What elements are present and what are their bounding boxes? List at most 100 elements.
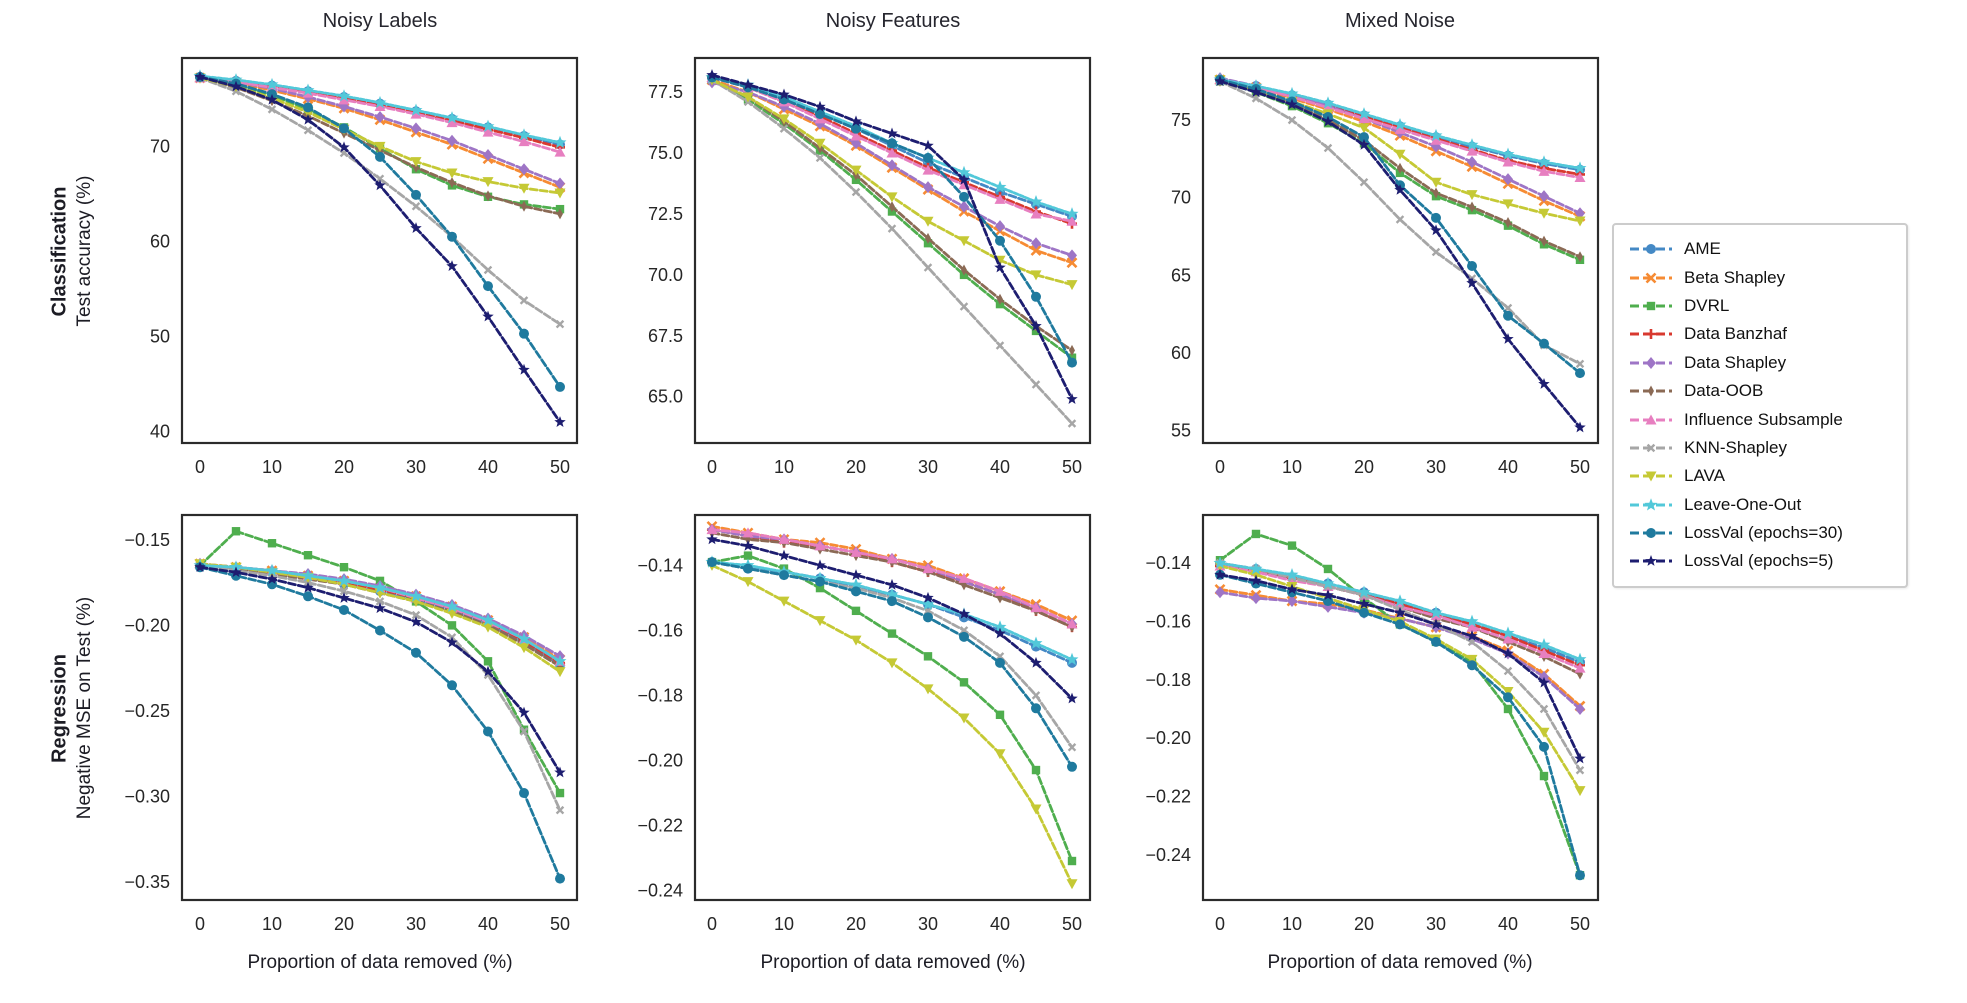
- x-tick-label: 50: [1062, 457, 1082, 477]
- series-marker: [707, 557, 717, 568]
- series-marker: [1539, 704, 1549, 714]
- series-marker: [849, 578, 863, 591]
- series-marker: [1466, 630, 1478, 641]
- y-tick-label: −0.14: [1145, 553, 1191, 573]
- series-marker: [778, 114, 790, 125]
- legend-item-lossval-epochs-30-: LossVal (epochs=30): [1628, 519, 1892, 547]
- series-marker: [1394, 183, 1406, 195]
- series-marker: [303, 591, 313, 602]
- series-marker: [1067, 419, 1077, 428]
- series-marker: [993, 620, 1007, 633]
- y-tick-label: 40: [150, 422, 170, 442]
- series-marker: [742, 539, 754, 551]
- series-marker: [1574, 786, 1586, 797]
- series-marker: [230, 80, 242, 92]
- series-marker: [1249, 562, 1263, 575]
- series-marker: [373, 580, 387, 594]
- series-marker: [1030, 656, 1042, 668]
- series-marker: [957, 165, 971, 179]
- series-marker: [923, 612, 933, 623]
- series-marker: [887, 629, 897, 638]
- series-marker: [742, 577, 754, 588]
- series-marker: [1574, 421, 1586, 433]
- series-marker: [555, 805, 565, 815]
- series-marker: [1541, 235, 1547, 247]
- series-marker: [1467, 156, 1477, 169]
- series-influence-subsample: [706, 524, 1078, 629]
- y-tick-label: 60: [150, 231, 170, 251]
- series-marker: [889, 201, 895, 213]
- series-marker: [1430, 134, 1442, 145]
- series-marker: [1394, 149, 1406, 160]
- legend-marker-circle-icon: [1630, 528, 1672, 539]
- series-marker: [1359, 607, 1369, 618]
- series-marker: [337, 574, 351, 587]
- series-marker: [994, 749, 1006, 760]
- series-marker: [993, 180, 1007, 193]
- x-tick-label: 40: [1498, 914, 1518, 934]
- series-marker: [482, 310, 494, 322]
- series-marker: [339, 586, 349, 596]
- series-marker: [995, 657, 1005, 668]
- y-tick-label: 50: [150, 327, 170, 347]
- series-marker: [1538, 208, 1550, 219]
- y-tick-label: 72.5: [648, 204, 683, 224]
- series-leave-one-out: [1213, 556, 1587, 665]
- series-marker: [1429, 128, 1443, 142]
- series-marker: [1539, 741, 1549, 752]
- x-tick-label: 40: [478, 457, 498, 477]
- series-marker: [1646, 356, 1656, 369]
- series-marker: [519, 788, 529, 799]
- legend-item-beta-shapley: Beta Shapley: [1628, 263, 1892, 291]
- y-tick-label: 55: [1171, 421, 1191, 441]
- series-marker: [1393, 594, 1407, 607]
- y-tick-label: 70: [1171, 188, 1191, 208]
- series-marker: [995, 235, 1005, 246]
- y-tick-label: −0.18: [1145, 670, 1191, 690]
- series-marker: [303, 125, 313, 135]
- series-marker: [959, 302, 969, 311]
- series-marker: [1430, 177, 1442, 188]
- series-marker: [1648, 385, 1654, 397]
- series-marker: [1357, 585, 1371, 598]
- series-marker: [1430, 224, 1442, 236]
- series-leave-one-out: [193, 558, 567, 667]
- y-tick-label: 70: [150, 136, 170, 156]
- series-lossval-epochs-30-: [707, 72, 1077, 368]
- series-marker: [1287, 595, 1297, 608]
- legend-marker-triangle-up-icon: [1630, 414, 1672, 425]
- series-marker: [302, 113, 314, 125]
- x-tick-label: 40: [990, 457, 1010, 477]
- series-marker: [482, 177, 494, 188]
- series-marker: [1250, 574, 1262, 586]
- series-marker: [1645, 555, 1657, 567]
- series-marker: [959, 191, 969, 202]
- series-marker: [1537, 637, 1551, 651]
- x-tick-label: 20: [846, 457, 866, 477]
- series-marker: [1031, 765, 1041, 775]
- series-marker: [1031, 291, 1041, 302]
- series-lava: [706, 560, 1078, 890]
- y-tick-label: −0.14: [637, 555, 683, 575]
- series-marker: [374, 141, 386, 152]
- series-marker: [194, 71, 206, 82]
- series-marker: [1646, 244, 1656, 255]
- series-marker: [410, 108, 422, 119]
- series-marker: [1503, 173, 1513, 186]
- series-marker: [1359, 132, 1369, 143]
- series-marker: [1501, 147, 1515, 160]
- series-marker: [922, 216, 934, 227]
- column-title-noisy-labels: Noisy Labels: [322, 10, 438, 32]
- series-marker: [922, 591, 934, 603]
- series-marker: [1502, 633, 1514, 644]
- legend-item-data-shapley: Data Shapley: [1628, 349, 1892, 377]
- series-marker: [557, 208, 563, 220]
- series-marker: [1645, 414, 1657, 425]
- series-marker: [706, 69, 718, 80]
- series-marker: [887, 224, 897, 233]
- series-marker: [778, 533, 790, 544]
- series-marker: [1502, 156, 1514, 167]
- series-marker: [1574, 662, 1586, 673]
- x-tick-label: 40: [1498, 457, 1518, 477]
